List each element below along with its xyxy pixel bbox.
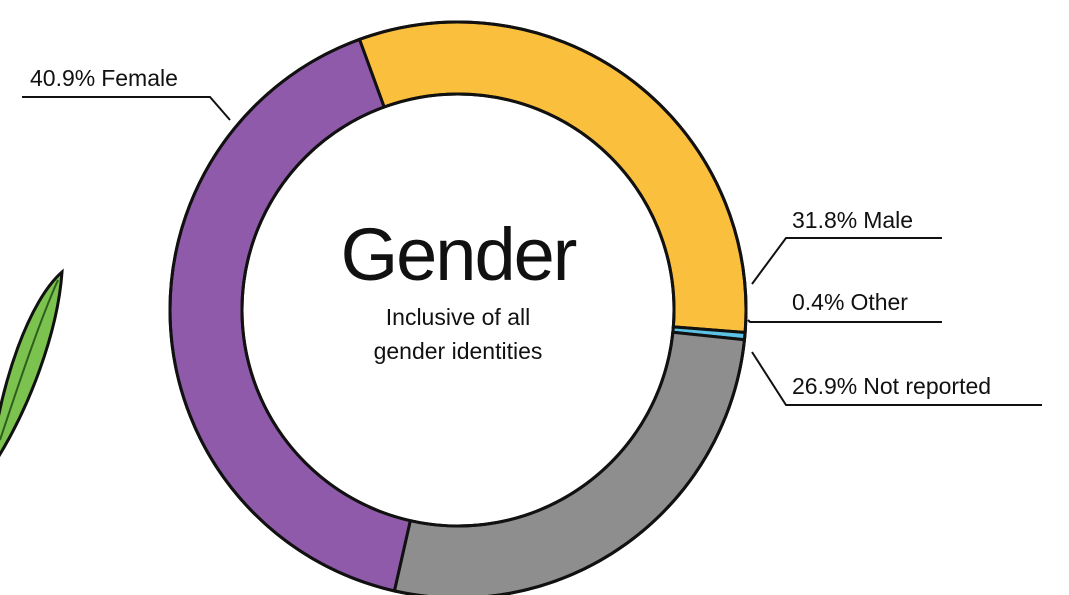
segment-label: 26.9%Not reported bbox=[792, 373, 991, 399]
leader-line bbox=[748, 320, 942, 322]
chart-subtitle: Inclusive of all gender identities bbox=[353, 300, 563, 368]
value-label: 26.9% bbox=[792, 373, 857, 399]
segment-label: 40.9%Female bbox=[30, 65, 178, 91]
leader-line bbox=[22, 97, 230, 120]
chart-title: Gender bbox=[328, 210, 588, 300]
value-label: 31.8% bbox=[792, 207, 857, 233]
leaf-decoration bbox=[0, 272, 62, 470]
center-text: Gender Inclusive of all gender identitie… bbox=[328, 210, 588, 368]
category-label: Other bbox=[850, 289, 908, 315]
category-label: Female bbox=[101, 65, 178, 91]
page: {"chart_data": {"type": "donut", "title"… bbox=[0, 0, 1069, 595]
segment-label: 0.4%Other bbox=[792, 289, 908, 315]
value-label: 0.4% bbox=[792, 289, 844, 315]
leader-line bbox=[752, 238, 942, 284]
segment-label: 31.8%Male bbox=[792, 207, 913, 233]
category-label: Not reported bbox=[863, 373, 991, 399]
donut-segment bbox=[394, 332, 744, 595]
category-label: Male bbox=[863, 207, 913, 233]
value-label: 40.9% bbox=[30, 65, 95, 91]
